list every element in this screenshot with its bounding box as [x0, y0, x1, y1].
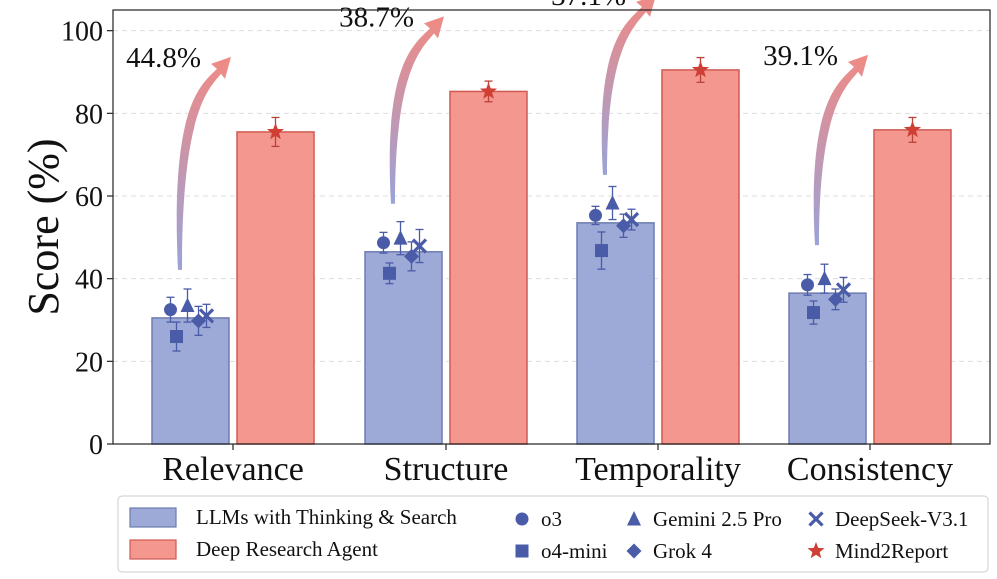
improvement-arrow	[813, 54, 868, 246]
improvement-label: 39.1%	[763, 40, 838, 72]
bars	[151, 69, 952, 445]
point-o4-mini	[170, 330, 183, 344]
point-o3	[801, 278, 814, 292]
legend-label: DeepSeek-V3.1	[835, 507, 969, 531]
bar-dra-temporality	[661, 69, 740, 445]
improvement-arrows: 44.8% 38.7% 37.1% 39.1%	[126, 0, 868, 270]
point-o3	[377, 236, 390, 250]
x-tick-label: Relevance	[162, 451, 304, 488]
improvement-label: 37.1%	[551, 0, 626, 12]
x-tick-label: Temporality	[575, 451, 741, 488]
y-tick-label: 80	[75, 99, 103, 130]
bar-dra-relevance	[236, 131, 315, 445]
legend-label: Gemini 2.5 Pro	[653, 507, 782, 531]
improvement-arrow	[601, 0, 655, 175]
point-gemini-2-5-pro	[605, 195, 620, 210]
y-tick-label: 20	[75, 347, 103, 378]
y-tick-label: 40	[75, 265, 103, 296]
point-o3	[589, 208, 602, 222]
legend: LLMs with Thinking & Search Deep Research…	[117, 495, 989, 573]
x-tick-label: Structure	[384, 451, 509, 488]
legend-marker	[515, 544, 529, 558]
legend-label: LLMs with Thinking & Search	[196, 505, 457, 529]
legend-label: o3	[541, 507, 562, 531]
y-axis-label: Score (%)	[19, 138, 68, 315]
point-mind2report	[479, 82, 498, 99]
point-o4-mini	[807, 306, 820, 320]
point-mind2report	[266, 122, 285, 140]
point-deepseek-v3-1	[835, 282, 852, 298]
point-o3	[164, 303, 177, 317]
point-gemini-2-5-pro	[817, 270, 832, 286]
model-points	[164, 56, 922, 352]
point-gemini-2-5-pro	[393, 230, 408, 245]
x-tick-label: Consistency	[787, 451, 953, 488]
improvement-label: 38.7%	[339, 1, 414, 33]
y-tick-label: 100	[61, 17, 103, 48]
bar-llm-temporality	[576, 222, 655, 445]
legend-marker	[807, 542, 825, 559]
improvement-arrow	[176, 56, 231, 270]
point-gemini-2-5-pro	[180, 297, 195, 313]
legend-swatch	[129, 507, 177, 528]
point-deepseek-v3-1	[411, 238, 428, 254]
legend-marker	[626, 543, 642, 559]
plot-frame	[112, 9, 991, 445]
point-mind2report	[903, 120, 922, 138]
point-deepseek-v3-1	[623, 211, 640, 228]
legend-marker	[515, 512, 529, 526]
legend-label: Grok 4	[653, 539, 712, 563]
legend-marker	[808, 511, 824, 527]
point-o4-mini	[383, 266, 396, 280]
legend-swatch	[129, 539, 177, 560]
point-grok-4	[404, 248, 419, 264]
bar-llm-consistency	[788, 292, 867, 445]
legend-label: Mind2Report	[835, 539, 948, 563]
legend-box	[117, 495, 989, 573]
axes: 0 20 40 60 80 100 Relevance Structure Temporalit…	[61, 17, 953, 488]
point-grok-4	[191, 313, 206, 329]
bar-llm-structure	[364, 251, 443, 445]
improvement-label: 44.8%	[126, 42, 201, 74]
point-mind2report	[691, 60, 710, 78]
improvement-arrow	[389, 16, 444, 204]
point-o4-mini	[595, 244, 608, 258]
bar-dra-structure	[449, 90, 528, 445]
legend-label: Deep Research Agent	[196, 537, 378, 561]
point-deepseek-v3-1	[198, 308, 215, 324]
y-tick-label: 60	[75, 182, 103, 213]
bar-dra-consistency	[873, 129, 952, 445]
y-tick-label: 0	[89, 430, 103, 461]
bar-llm-relevance	[151, 317, 230, 445]
legend-label: o4-mini	[541, 539, 608, 563]
legend-marker	[627, 511, 641, 526]
